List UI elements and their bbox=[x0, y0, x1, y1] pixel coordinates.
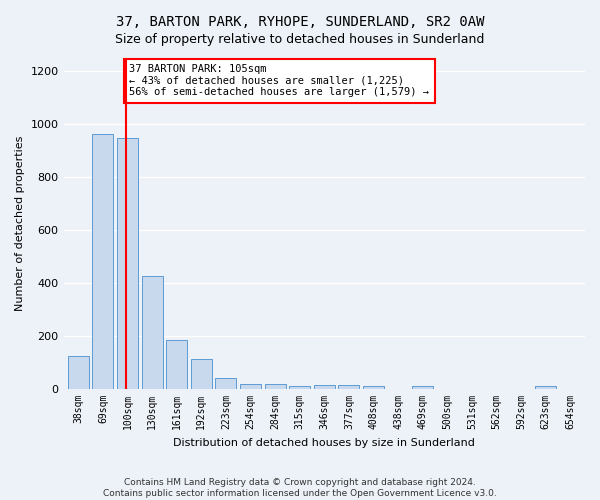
Bar bbox=[412, 386, 433, 389]
Bar bbox=[240, 384, 261, 389]
Bar bbox=[437, 388, 458, 389]
Text: 37, BARTON PARK, RYHOPE, SUNDERLAND, SR2 0AW: 37, BARTON PARK, RYHOPE, SUNDERLAND, SR2… bbox=[116, 15, 484, 29]
Bar bbox=[142, 276, 163, 389]
Bar bbox=[388, 388, 409, 389]
Text: Size of property relative to detached houses in Sunderland: Size of property relative to detached ho… bbox=[115, 32, 485, 46]
Bar bbox=[314, 385, 335, 389]
Bar bbox=[486, 388, 507, 389]
Bar bbox=[511, 388, 532, 389]
Bar bbox=[535, 386, 556, 389]
Bar bbox=[117, 138, 138, 389]
Bar bbox=[265, 384, 286, 389]
Bar bbox=[461, 388, 482, 389]
Bar bbox=[363, 386, 384, 389]
Bar bbox=[338, 385, 359, 389]
Bar bbox=[166, 340, 187, 389]
Bar bbox=[68, 356, 89, 389]
Bar bbox=[92, 134, 113, 389]
Y-axis label: Number of detached properties: Number of detached properties bbox=[15, 136, 25, 311]
Bar bbox=[289, 386, 310, 389]
Text: 37 BARTON PARK: 105sqm
← 43% of detached houses are smaller (1,225)
56% of semi-: 37 BARTON PARK: 105sqm ← 43% of detached… bbox=[130, 64, 430, 98]
Text: Contains HM Land Registry data © Crown copyright and database right 2024.
Contai: Contains HM Land Registry data © Crown c… bbox=[103, 478, 497, 498]
Bar bbox=[191, 358, 212, 389]
X-axis label: Distribution of detached houses by size in Sunderland: Distribution of detached houses by size … bbox=[173, 438, 475, 448]
Bar bbox=[215, 378, 236, 389]
Bar bbox=[560, 388, 581, 389]
